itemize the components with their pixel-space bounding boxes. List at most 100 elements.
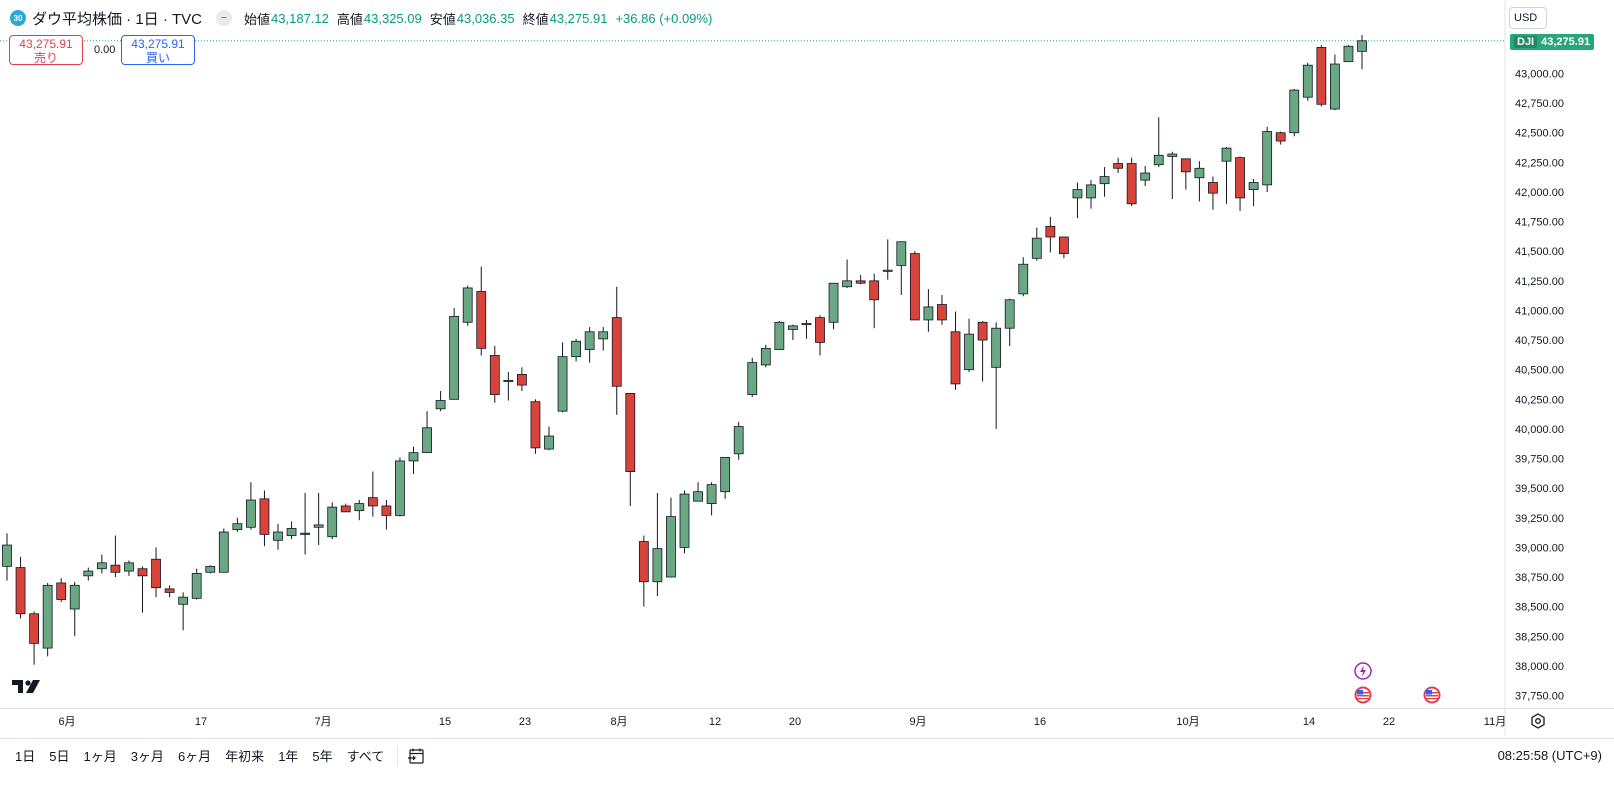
- candle[interactable]: [855, 274, 866, 285]
- candle[interactable]: [1113, 157, 1123, 174]
- range-all[interactable]: すべて: [346, 749, 385, 764]
- candle[interactable]: [422, 411, 432, 454]
- symbol-title[interactable]: ダウ平均株価 · 1日 · TVC: [32, 10, 203, 28]
- candle[interactable]: [151, 547, 161, 598]
- candle[interactable]: [503, 372, 514, 401]
- range-1m[interactable]: 1ヶ月: [83, 749, 117, 764]
- candle[interactable]: [408, 446, 419, 474]
- us-flag-event-icon[interactable]: [1354, 686, 1372, 704]
- candle[interactable]: [191, 568, 202, 600]
- candle[interactable]: [923, 289, 934, 332]
- candle[interactable]: [313, 492, 324, 546]
- minus-icon[interactable]: −: [216, 10, 233, 26]
- candle[interactable]: [1194, 161, 1205, 202]
- candle[interactable]: [124, 560, 134, 576]
- candle[interactable]: [340, 503, 351, 513]
- candle[interactable]: [232, 517, 243, 533]
- candle[interactable]: [286, 521, 297, 540]
- candle[interactable]: [1235, 156, 1245, 211]
- candle[interactable]: [137, 566, 148, 613]
- candle[interactable]: [571, 338, 581, 362]
- candle[interactable]: [354, 500, 365, 521]
- candle[interactable]: [869, 273, 880, 329]
- candle[interactable]: [747, 357, 758, 397]
- candle[interactable]: [882, 239, 893, 280]
- candle[interactable]: [815, 315, 825, 356]
- candle[interactable]: [435, 391, 446, 412]
- candle[interactable]: [1330, 54, 1340, 111]
- candle[interactable]: [395, 457, 405, 517]
- candle[interactable]: [801, 319, 812, 339]
- candle[interactable]: [449, 308, 460, 400]
- currency-button[interactable]: USD: [1509, 7, 1547, 29]
- candle[interactable]: [652, 492, 663, 596]
- candle[interactable]: [327, 502, 338, 540]
- candle[interactable]: [381, 500, 392, 530]
- candle[interactable]: [1086, 180, 1096, 209]
- range-5y[interactable]: 5年: [312, 749, 333, 764]
- candle[interactable]: [69, 581, 80, 637]
- candle[interactable]: [83, 567, 94, 581]
- candle[interactable]: [2, 533, 12, 581]
- candle[interactable]: [1031, 227, 1042, 261]
- settings-gear-icon[interactable]: [1530, 713, 1546, 729]
- candle[interactable]: [1208, 176, 1218, 210]
- range-6m[interactable]: 6ヶ月: [177, 749, 212, 764]
- range-1d[interactable]: 1日: [15, 749, 36, 764]
- candle[interactable]: [29, 611, 40, 665]
- lightning-event-icon[interactable]: [1354, 662, 1372, 680]
- candle[interactable]: [896, 241, 907, 296]
- candle[interactable]: [1302, 62, 1313, 101]
- tradingview-logo[interactable]: [12, 678, 42, 699]
- candle[interactable]: [1248, 178, 1259, 207]
- candle[interactable]: [517, 367, 527, 392]
- candle[interactable]: [300, 492, 311, 555]
- candle[interactable]: [950, 311, 961, 390]
- candle[interactable]: [56, 578, 67, 602]
- candle[interactable]: [557, 342, 568, 413]
- candle[interactable]: [1316, 45, 1327, 107]
- candle[interactable]: [178, 592, 189, 631]
- candle[interactable]: [666, 497, 676, 578]
- candle[interactable]: [760, 344, 771, 368]
- candle[interactable]: [1126, 157, 1137, 207]
- symbol-badge[interactable]: 30: [10, 10, 26, 26]
- candle[interactable]: [1180, 158, 1191, 190]
- candle[interactable]: [909, 251, 920, 321]
- calendar-range-icon[interactable]: [406, 746, 426, 766]
- candle[interactable]: [544, 426, 554, 451]
- candle[interactable]: [164, 585, 175, 598]
- candle[interactable]: [218, 528, 229, 573]
- candle[interactable]: [977, 321, 988, 382]
- candle[interactable]: [367, 471, 378, 517]
- candle[interactable]: [706, 482, 717, 516]
- candle[interactable]: [1153, 117, 1164, 168]
- candle[interactable]: [937, 295, 947, 325]
- candle[interactable]: [110, 535, 121, 578]
- candle[interactable]: [530, 399, 541, 454]
- candle[interactable]: [1099, 167, 1110, 197]
- candle[interactable]: [1045, 216, 1056, 253]
- candle[interactable]: [1262, 126, 1273, 192]
- candle[interactable]: [1140, 165, 1151, 187]
- candle[interactable]: [273, 523, 283, 550]
- candle[interactable]: [476, 266, 487, 356]
- candle[interactable]: [842, 259, 852, 288]
- candle[interactable]: [259, 490, 270, 547]
- candle[interactable]: [1167, 151, 1178, 200]
- candle[interactable]: [693, 482, 703, 502]
- candle[interactable]: [1343, 45, 1354, 63]
- candle[interactable]: [774, 321, 785, 350]
- candle[interactable]: [964, 318, 974, 373]
- candle[interactable]: [15, 556, 26, 619]
- sell-button[interactable]: 43,275.91 売り: [9, 35, 83, 65]
- candle[interactable]: [245, 482, 256, 530]
- range-1y[interactable]: 1年: [278, 749, 299, 764]
- candle[interactable]: [1221, 146, 1232, 204]
- candle[interactable]: [611, 286, 622, 415]
- candle[interactable]: [1059, 236, 1069, 259]
- candle[interactable]: [679, 490, 690, 554]
- candle[interactable]: [205, 565, 216, 574]
